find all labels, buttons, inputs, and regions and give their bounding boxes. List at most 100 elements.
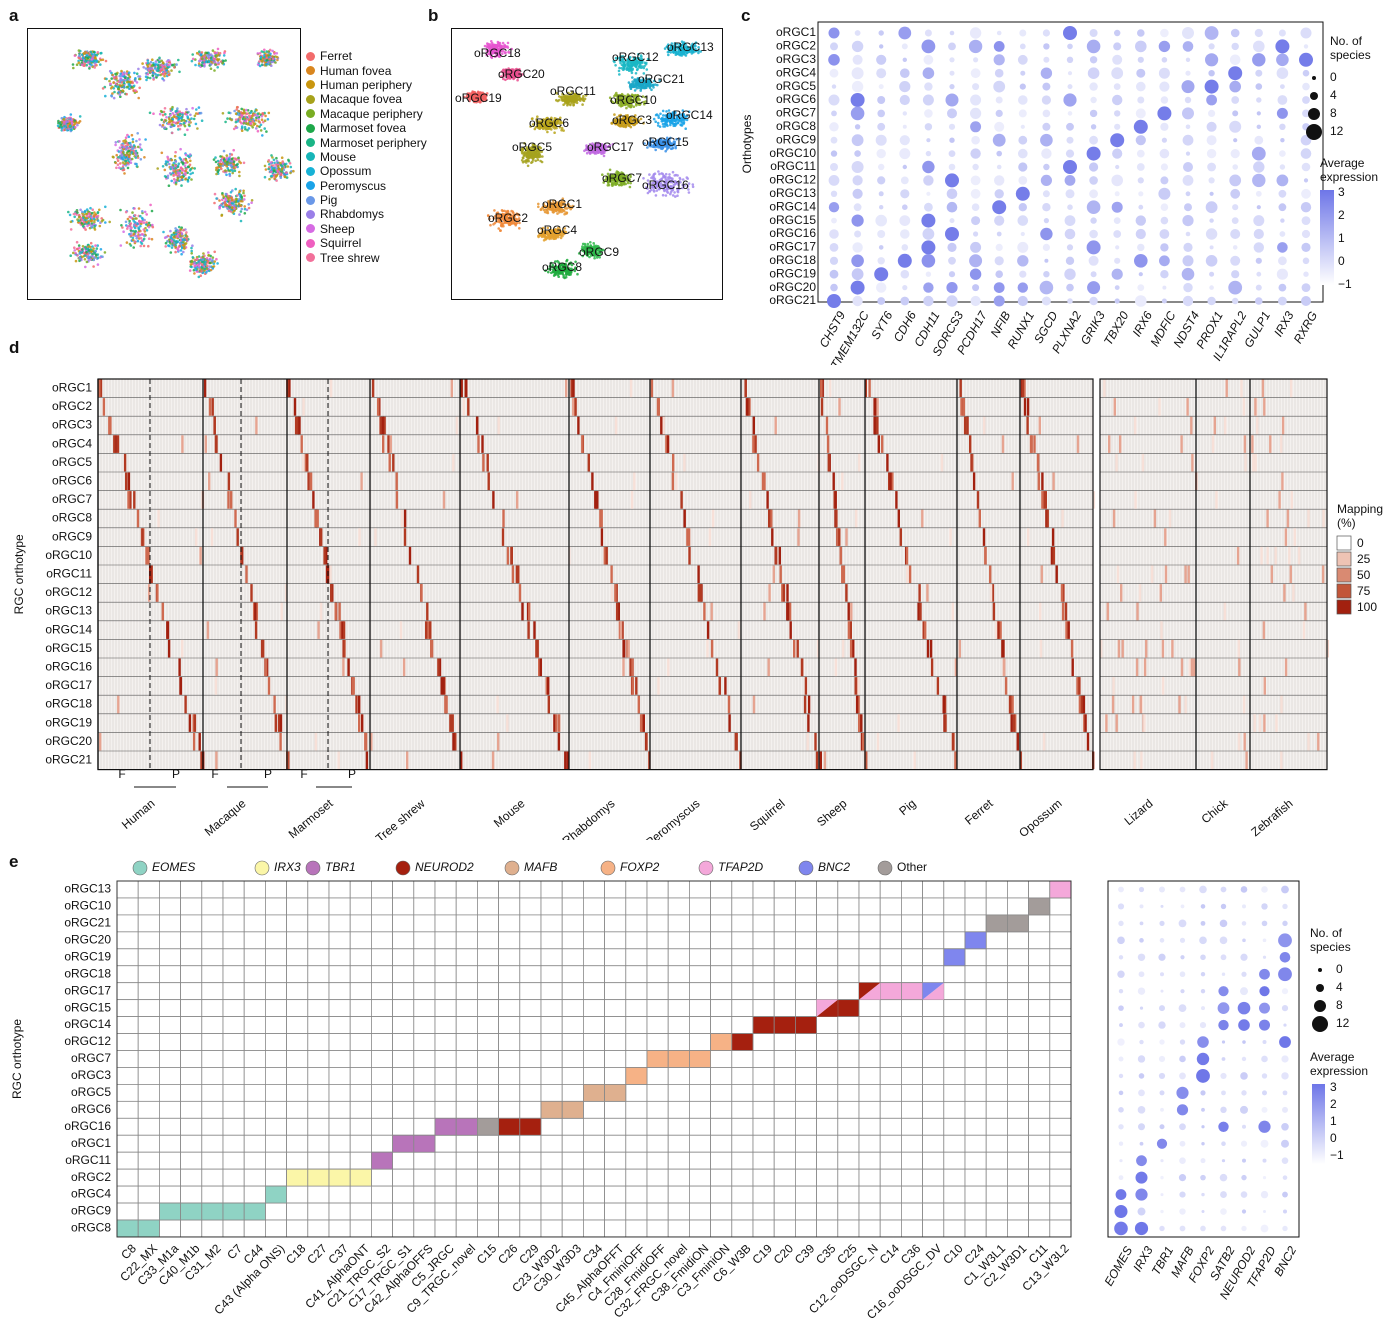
umap-point: [656, 83, 659, 87]
umap-point: [558, 95, 561, 98]
umap-point: [657, 116, 660, 119]
umap-point: [197, 255, 201, 258]
umap-point: [91, 65, 94, 69]
umap-point: [195, 51, 199, 55]
umap-point: [143, 156, 146, 159]
umap-point: [678, 47, 681, 50]
umap-point: [242, 122, 246, 125]
panel-letter-d: d: [9, 338, 20, 357]
umap-point: [175, 63, 178, 66]
umap-point: [169, 236, 173, 239]
umap-point: [223, 201, 226, 205]
umap-point: [251, 126, 254, 129]
umap-point: [171, 105, 174, 109]
umap-point: [193, 272, 196, 275]
umap-point: [622, 64, 626, 67]
umap-point: [545, 126, 548, 129]
species-color-dot: [306, 253, 315, 263]
umap-point: [134, 77, 137, 80]
umap-point: [174, 229, 178, 233]
umap-point: [211, 49, 215, 52]
umap-point: [135, 237, 138, 240]
umap-point: [82, 225, 85, 228]
umap-point: [566, 96, 570, 100]
umap-point: [110, 95, 114, 98]
umap-point: [668, 173, 671, 176]
umap-point: [536, 115, 539, 118]
umap-point: [169, 165, 173, 169]
umap-point: [130, 133, 134, 137]
umap-point: [141, 210, 144, 213]
species-legend-item: Rhabdomys: [306, 207, 427, 221]
umap-point: [240, 207, 244, 211]
umap-point: [87, 221, 90, 225]
umap-point: [632, 94, 636, 97]
species-legend-item: Marmoset periphery: [306, 135, 427, 150]
umap-point: [235, 163, 238, 167]
umap-point: [269, 161, 273, 164]
umap-point: [206, 259, 210, 263]
umap-point: [200, 64, 204, 68]
umap-point: [670, 44, 673, 48]
species-legend-item: Marmoset fovea: [306, 121, 427, 135]
umap-point: [167, 120, 171, 124]
umap-point: [216, 262, 219, 265]
umap-point: [215, 54, 219, 57]
umap-point: [181, 243, 185, 247]
umap-point: [569, 92, 573, 96]
umap-point: [88, 55, 91, 59]
umap-point: [116, 163, 120, 166]
species-color-dot: [306, 224, 315, 234]
umap-point: [197, 260, 200, 263]
umap-point: [186, 128, 189, 132]
umap-point: [78, 115, 82, 118]
umap-point: [243, 212, 247, 215]
umap-point: [162, 110, 166, 114]
umap-point: [188, 153, 192, 156]
umap-point: [613, 119, 616, 122]
umap-point: [85, 54, 89, 57]
umap-point: [163, 107, 167, 110]
umap-point: [202, 252, 205, 255]
umap-point: [76, 123, 79, 127]
umap-point: [124, 220, 128, 224]
umap-point: [119, 244, 123, 247]
umap-point: [628, 105, 632, 108]
umap-point: [133, 220, 136, 224]
umap-point: [629, 100, 633, 104]
panel-letter-b: b: [428, 6, 439, 25]
umap-point: [77, 49, 81, 52]
umap-point: [86, 224, 89, 228]
umap-point: [186, 180, 190, 183]
umap-point: [163, 126, 167, 129]
umap-point: [112, 96, 116, 100]
umap-point: [634, 114, 637, 117]
umap-point: [73, 246, 76, 249]
species-legend-item: Ferret: [306, 49, 427, 63]
umap-point: [635, 104, 638, 107]
umap-point: [581, 98, 585, 102]
umap-point: [267, 61, 270, 65]
umap-point: [239, 199, 243, 203]
umap-point: [687, 110, 691, 113]
umap-point: [89, 214, 93, 218]
umap-point: [209, 268, 213, 272]
umap-point: [468, 99, 471, 103]
umap-point: [268, 177, 271, 181]
umap-point: [637, 84, 641, 88]
umap-point: [137, 96, 140, 100]
umap-point: [498, 55, 501, 58]
umap-point: [618, 56, 622, 59]
umap-point: [216, 159, 220, 163]
umap-point: [89, 241, 93, 245]
umap-point: [262, 120, 265, 124]
umap-point: [684, 115, 687, 119]
umap-point: [618, 66, 621, 70]
umap-point: [644, 95, 647, 99]
umap-point: [573, 100, 576, 103]
umap-point: [63, 115, 66, 119]
umap-point: [213, 51, 217, 55]
umap-point: [638, 61, 641, 65]
umap-point: [493, 44, 496, 48]
umap-point: [637, 95, 640, 98]
